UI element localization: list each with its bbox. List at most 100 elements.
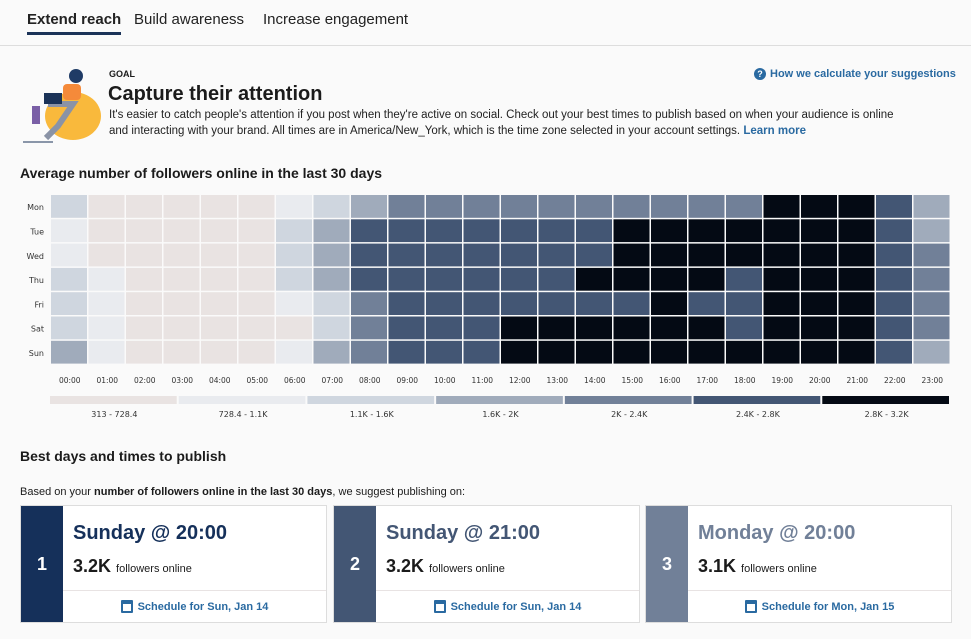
heatmap-cell[interactable]: [201, 243, 237, 267]
heatmap-cell[interactable]: [313, 243, 350, 267]
heatmap-cell[interactable]: [313, 340, 350, 364]
heatmap-cell[interactable]: [838, 219, 875, 243]
heatmap-cell[interactable]: [463, 267, 500, 291]
heatmap-cell[interactable]: [238, 316, 275, 340]
heatmap-cell[interactable]: [763, 340, 800, 364]
heatmap-cell[interactable]: [838, 267, 875, 291]
heatmap-cell[interactable]: [651, 292, 687, 315]
heatmap-cell[interactable]: [613, 243, 650, 267]
heatmap-cell[interactable]: [463, 243, 500, 267]
heatmap-cell[interactable]: [688, 316, 725, 340]
heatmap-cell[interactable]: [276, 267, 312, 291]
heatmap-cell[interactable]: [538, 195, 575, 218]
heatmap-cell[interactable]: [426, 316, 462, 340]
heatmap-cell[interactable]: [163, 243, 200, 267]
heatmap-cell[interactable]: [763, 219, 800, 243]
heatmap-cell[interactable]: [688, 340, 725, 364]
heatmap-cell[interactable]: [801, 219, 837, 243]
heatmap-cell[interactable]: [463, 195, 500, 218]
heatmap-cell[interactable]: [388, 267, 425, 291]
heatmap-cell[interactable]: [51, 243, 87, 267]
heatmap-cell[interactable]: [501, 292, 537, 315]
heatmap-cell[interactable]: [163, 219, 200, 243]
heatmap-cell[interactable]: [126, 340, 162, 364]
heatmap-cell[interactable]: [876, 267, 912, 291]
heatmap-cell[interactable]: [576, 219, 612, 243]
heatmap-cell[interactable]: [238, 243, 275, 267]
heatmap-cell[interactable]: [576, 292, 612, 315]
heatmap-cell[interactable]: [688, 267, 725, 291]
heatmap-cell[interactable]: [88, 195, 125, 218]
heatmap-cell[interactable]: [463, 219, 500, 243]
heatmap-cell[interactable]: [313, 267, 350, 291]
heatmap-cell[interactable]: [726, 267, 762, 291]
heatmap-cell[interactable]: [651, 316, 687, 340]
heatmap-cell[interactable]: [613, 267, 650, 291]
heatmap-cell[interactable]: [763, 267, 800, 291]
heatmap-cell[interactable]: [126, 243, 162, 267]
heatmap-cell[interactable]: [726, 340, 762, 364]
heatmap-cell[interactable]: [501, 316, 537, 340]
heatmap-cell[interactable]: [351, 195, 387, 218]
tab-increase-engagement[interactable]: Increase engagement: [263, 11, 409, 28]
heatmap-cell[interactable]: [126, 219, 162, 243]
heatmap-cell[interactable]: [388, 243, 425, 267]
heatmap-cell[interactable]: [726, 243, 762, 267]
heatmap-cell[interactable]: [538, 340, 575, 364]
heatmap-cell[interactable]: [688, 195, 725, 218]
heatmap-cell[interactable]: [576, 267, 612, 291]
heatmap-cell[interactable]: [88, 316, 125, 340]
heatmap-cell[interactable]: [88, 340, 125, 364]
heatmap-cell[interactable]: [388, 316, 425, 340]
schedule-button[interactable]: Schedule for Sun, Jan 14: [376, 590, 639, 622]
heatmap-cell[interactable]: [538, 292, 575, 315]
heatmap-cell[interactable]: [688, 243, 725, 267]
heatmap-cell[interactable]: [276, 316, 312, 340]
heatmap-cell[interactable]: [163, 267, 200, 291]
heatmap-cell[interactable]: [51, 316, 87, 340]
heatmap-cell[interactable]: [238, 340, 275, 364]
heatmap-cell[interactable]: [201, 340, 237, 364]
heatmap-cell[interactable]: [876, 316, 912, 340]
heatmap-cell[interactable]: [501, 243, 537, 267]
heatmap-cell[interactable]: [576, 243, 612, 267]
heatmap-cell[interactable]: [876, 219, 912, 243]
heatmap-cell[interactable]: [726, 292, 762, 315]
heatmap-cell[interactable]: [51, 195, 87, 218]
heatmap-cell[interactable]: [276, 292, 312, 315]
heatmap-cell[interactable]: [726, 195, 762, 218]
heatmap-cell[interactable]: [801, 292, 837, 315]
heatmap-cell[interactable]: [388, 195, 425, 218]
heatmap-cell[interactable]: [163, 340, 200, 364]
heatmap-cell[interactable]: [913, 219, 950, 243]
heatmap-cell[interactable]: [801, 267, 837, 291]
heatmap-cell[interactable]: [688, 292, 725, 315]
heatmap-cell[interactable]: [426, 292, 462, 315]
learn-more-link[interactable]: Learn more: [743, 124, 806, 137]
heatmap-cell[interactable]: [538, 219, 575, 243]
heatmap-cell[interactable]: [163, 195, 200, 218]
heatmap-cell[interactable]: [838, 195, 875, 218]
heatmap-cell[interactable]: [501, 195, 537, 218]
heatmap-cell[interactable]: [351, 243, 387, 267]
heatmap-cell[interactable]: [201, 316, 237, 340]
heatmap-cell[interactable]: [88, 292, 125, 315]
heatmap-cell[interactable]: [426, 267, 462, 291]
heatmap-cell[interactable]: [313, 316, 350, 340]
heatmap-cell[interactable]: [351, 267, 387, 291]
heatmap-cell[interactable]: [913, 267, 950, 291]
heatmap-cell[interactable]: [801, 316, 837, 340]
how-we-calculate-link[interactable]: ? How we calculate your suggestions: [754, 68, 956, 80]
heatmap-cell[interactable]: [351, 292, 387, 315]
heatmap-cell[interactable]: [876, 195, 912, 218]
heatmap-cell[interactable]: [163, 316, 200, 340]
heatmap-cell[interactable]: [463, 340, 500, 364]
heatmap-cell[interactable]: [463, 292, 500, 315]
heatmap-cell[interactable]: [51, 292, 87, 315]
heatmap-cell[interactable]: [51, 219, 87, 243]
heatmap-cell[interactable]: [426, 340, 462, 364]
heatmap-cell[interactable]: [913, 316, 950, 340]
heatmap-cell[interactable]: [276, 195, 312, 218]
heatmap-cell[interactable]: [651, 243, 687, 267]
heatmap-cell[interactable]: [613, 219, 650, 243]
